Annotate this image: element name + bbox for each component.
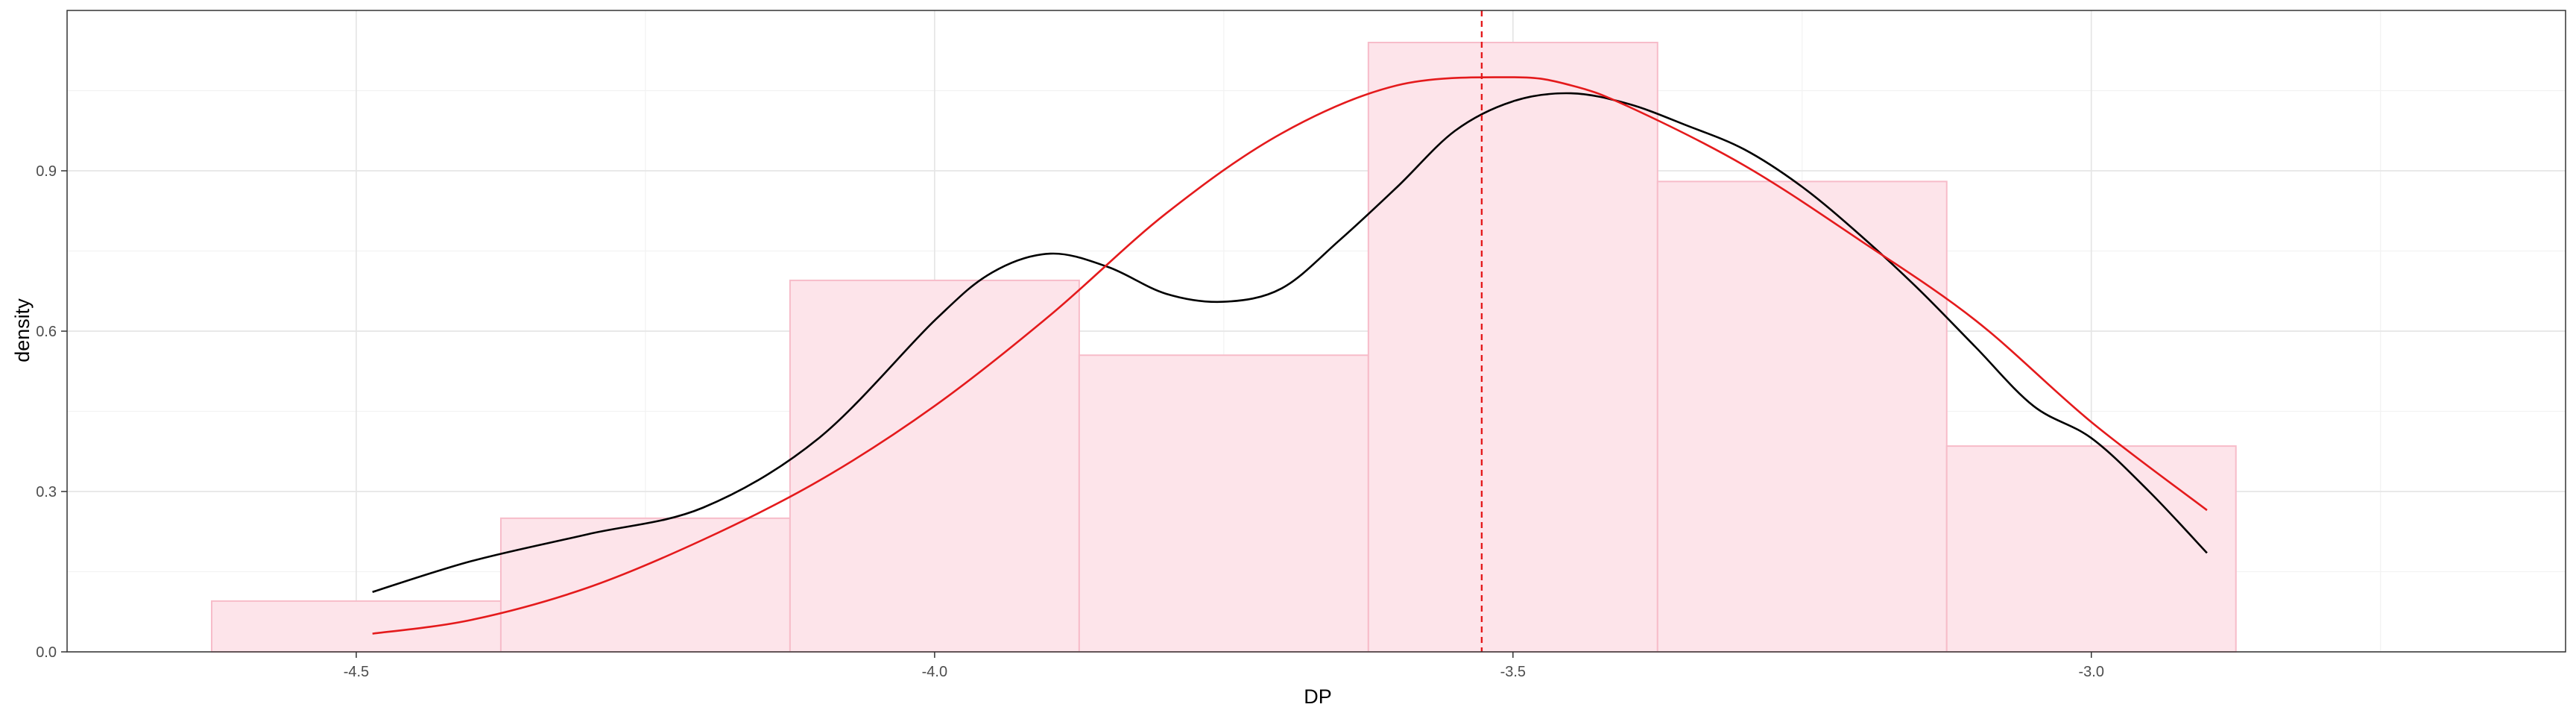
x-tick-label: -3.0: [2079, 664, 2104, 680]
histogram-bar: [1078, 354, 1369, 653]
x-axis-title: DP: [1304, 685, 1332, 708]
y-tick-label: 0.9: [36, 163, 57, 180]
y-tick-label: 0.3: [36, 484, 57, 500]
histogram-bar: [499, 517, 791, 653]
y-axis: 0.0 0.3 0.6 0.9: [36, 163, 67, 661]
x-tick-label: -3.5: [1500, 664, 1526, 680]
kernel-density-curve: [372, 92, 2208, 593]
y-tick-label: 0.0: [36, 644, 57, 661]
histogram-bars: [210, 42, 2237, 653]
density-curves: [372, 76, 2208, 635]
x-tick-label: -4.5: [344, 664, 369, 680]
histogram-bar: [1656, 180, 1948, 653]
x-tick-label: -4.0: [922, 664, 947, 680]
normal-fit-curve: [372, 76, 2208, 635]
histogram-bar: [1945, 445, 2237, 653]
x-axis: -4.5 -4.0 -3.5 -3.0: [344, 652, 2104, 680]
histogram-bar: [789, 279, 1080, 653]
histogram-bar: [210, 600, 502, 653]
y-axis-title: density: [11, 298, 34, 362]
histogram-bar: [1367, 42, 1658, 653]
y-tick-label: 0.6: [36, 324, 57, 340]
